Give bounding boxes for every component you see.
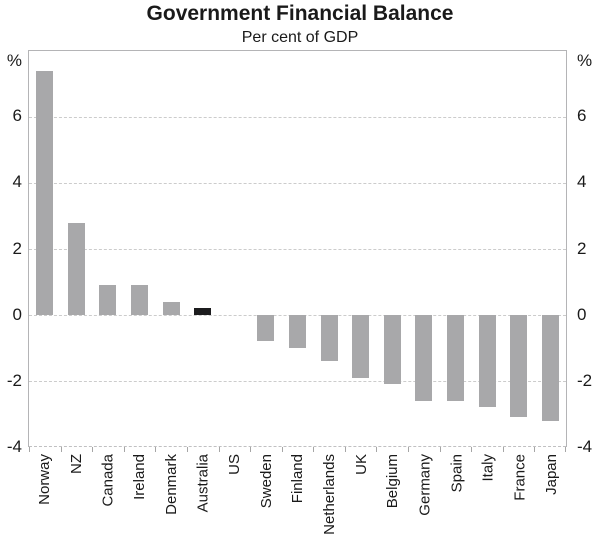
plot-area bbox=[28, 50, 567, 452]
x-axis-tick bbox=[92, 447, 94, 452]
bar-italy bbox=[478, 314, 496, 408]
y-tick-label-right-4: 4 bbox=[577, 172, 587, 192]
y-tick-label-left-pct: % bbox=[6, 51, 22, 70]
chart-subtitle: Per cent of GDP bbox=[241, 29, 359, 46]
x-tick-label-uk: UK bbox=[352, 454, 370, 475]
x-tick-label-france: France bbox=[511, 454, 529, 501]
y-axis-labels-left: % 6 4 2 0 -2 -4 bbox=[0, 50, 22, 456]
gridline-2 bbox=[29, 249, 566, 250]
bar-france bbox=[510, 314, 528, 418]
x-axis-tick bbox=[218, 447, 220, 452]
bar-spain bbox=[446, 314, 464, 401]
y-tick-label-left--4: -4 bbox=[6, 437, 22, 456]
x-tick-label-belgium: Belgium bbox=[384, 454, 402, 509]
x-tick-label-norway: Norway bbox=[35, 454, 53, 505]
x-tick-label-canada: Canada bbox=[99, 454, 117, 507]
y-axis-labels-right: % 6 4 2 0 -2 -4 bbox=[577, 50, 599, 456]
x-axis-tick bbox=[502, 447, 504, 452]
y-tick-label-left-2: 2 bbox=[12, 238, 22, 258]
x-axis-tick bbox=[60, 447, 62, 452]
x-axis-tick bbox=[344, 447, 346, 452]
bar-japan bbox=[541, 314, 559, 421]
gridline-4 bbox=[29, 182, 566, 184]
y-tick-label-right-2: 2 bbox=[577, 238, 587, 258]
y-tick-label-left-0: 0 bbox=[12, 304, 22, 324]
y-tick-label-right-pct: % bbox=[577, 51, 593, 70]
x-tick-label-spain: Spain bbox=[448, 454, 466, 493]
gridline-6 bbox=[29, 116, 566, 118]
bar-nz bbox=[67, 222, 85, 315]
x-tick-label-netherlands: Netherlands bbox=[321, 454, 339, 535]
bar-canada bbox=[99, 285, 117, 315]
x-axis-line bbox=[29, 446, 566, 447]
bar-uk bbox=[352, 314, 370, 378]
x-tick-label-finland: Finland bbox=[289, 454, 307, 504]
bar-australia bbox=[194, 308, 212, 315]
x-tick-label-sweden: Sweden bbox=[257, 454, 275, 509]
x-axis-tick bbox=[250, 447, 252, 452]
x-tick-label-denmark: Denmark bbox=[162, 454, 180, 515]
bar-finland bbox=[289, 314, 306, 348]
gridline--2 bbox=[29, 381, 566, 382]
y-tick-label-left--2: -2 bbox=[6, 370, 22, 390]
x-tick-label-ireland: Ireland bbox=[130, 454, 148, 500]
chart-title: Government Financial Balance bbox=[146, 2, 454, 25]
x-axis-tick bbox=[534, 447, 536, 452]
bar-germany bbox=[415, 314, 433, 401]
x-axis-labels: Norway NZ Canada Ireland Denmark Australia US S… bbox=[28, 448, 567, 553]
x-tick-label-nz: NZ bbox=[67, 454, 85, 474]
y-tick-label-right-0: 0 bbox=[577, 304, 587, 324]
x-axis-tick bbox=[408, 447, 410, 452]
bar-denmark bbox=[162, 301, 180, 315]
y-tick-label-right--2: -2 bbox=[577, 370, 593, 390]
x-axis-tick bbox=[376, 447, 378, 452]
x-axis-tick bbox=[155, 447, 157, 452]
bar-sweden bbox=[257, 314, 275, 342]
x-axis-tick bbox=[439, 447, 441, 452]
y-tick-label-left-4: 4 bbox=[12, 172, 22, 192]
x-axis-tick bbox=[313, 447, 315, 452]
x-axis-tick bbox=[123, 447, 125, 452]
x-axis-tick bbox=[29, 447, 30, 452]
bar-netherlands bbox=[320, 314, 338, 362]
y-tick-label-left-6: 6 bbox=[12, 106, 22, 126]
x-axis-tick bbox=[281, 447, 283, 452]
y-tick-label-right--4: -4 bbox=[577, 437, 593, 456]
bar-norway bbox=[36, 70, 54, 315]
bars-layer bbox=[29, 51, 566, 447]
x-axis-ticks bbox=[29, 51, 566, 452]
x-axis-tick bbox=[565, 447, 566, 452]
bar-ireland bbox=[131, 285, 149, 315]
x-tick-label-us: US bbox=[226, 454, 244, 475]
x-tick-label-australia: Australia bbox=[194, 454, 212, 513]
y-tick-label-right-6: 6 bbox=[577, 106, 587, 126]
x-axis-tick bbox=[471, 447, 473, 452]
bar-belgium bbox=[383, 314, 401, 385]
x-tick-label-japan: Japan bbox=[543, 454, 561, 495]
x-tick-label-germany: Germany bbox=[416, 454, 434, 516]
x-tick-label-italy: Italy bbox=[479, 454, 497, 482]
x-axis-tick bbox=[186, 447, 188, 452]
